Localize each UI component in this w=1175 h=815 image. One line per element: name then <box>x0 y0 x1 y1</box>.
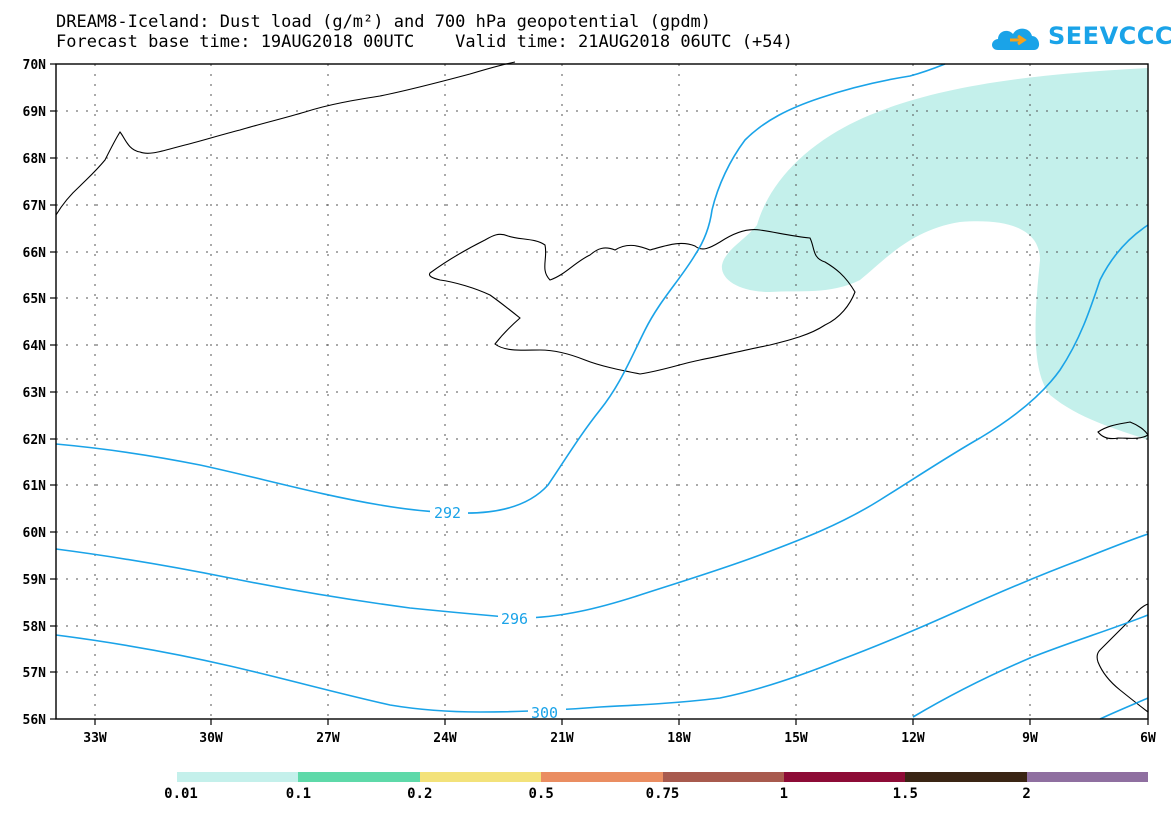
colorbar-segment <box>662 772 784 782</box>
seevccc-logo <box>992 28 1040 50</box>
colorbar-label: 0.75 <box>645 786 680 802</box>
lon-label: 27W <box>316 731 340 746</box>
lon-label: 30W <box>199 731 223 746</box>
colorbar-segment <box>541 772 663 782</box>
lat-label: 57N <box>23 666 47 681</box>
colorbar-segment <box>298 772 420 782</box>
tick-marks <box>50 63 1149 725</box>
map-subtitle: Forecast base time: 19AUG2018 00UTC Vali… <box>56 32 793 52</box>
colorbar-label: 0.5 <box>528 786 554 802</box>
contour-304 <box>912 614 1149 718</box>
colorbar-segment <box>783 772 906 782</box>
colorbar-label: 1.5 <box>892 786 918 802</box>
colorbar-label: 0.1 <box>285 786 312 802</box>
contour-label-300: 300 <box>531 704 558 722</box>
map-title: DREAM8-Iceland: Dust load (g/m²) and 700… <box>56 12 712 32</box>
lon-label: 9W <box>1022 731 1038 746</box>
lat-label: 67N <box>23 199 47 214</box>
lat-label: 70N <box>23 58 47 73</box>
greenland-coast <box>55 61 516 216</box>
lat-label: 62N <box>23 433 47 448</box>
lon-label: 21W <box>550 731 574 746</box>
contour-labels: 292 296 300 <box>430 503 566 722</box>
lon-label: 12W <box>901 731 925 746</box>
colorbar-label: 2 <box>1022 786 1031 802</box>
colorbar-segment <box>419 772 542 782</box>
lat-label: 64N <box>23 339 47 354</box>
contour-300 <box>55 533 1149 713</box>
scotland-coast <box>1096 603 1149 714</box>
lat-label: 61N <box>23 479 47 494</box>
lat-labels: 70N 69N 68N 67N 66N 65N 64N 63N 62N 61N … <box>23 58 47 728</box>
logo-text: SEEVCCC <box>1048 22 1173 50</box>
lon-label: 6W <box>1140 731 1156 746</box>
colorbar-label: 0.01 <box>164 786 198 802</box>
lon-labels: 33W 30W 27W 24W 21W 18W 15W 12W 9W 6W <box>83 731 1156 746</box>
lon-label: 18W <box>667 731 691 746</box>
contour-296 <box>55 224 1149 619</box>
colorbar-segment <box>905 772 1027 782</box>
lat-label: 58N <box>23 620 47 635</box>
contour-308 <box>1099 697 1149 720</box>
lat-label: 56N <box>23 713 47 728</box>
geopotential-contours <box>55 63 1149 720</box>
colorbar-segment <box>177 772 299 782</box>
lat-label: 59N <box>23 573 47 588</box>
lat-label: 60N <box>23 526 47 541</box>
lat-label: 69N <box>23 105 47 120</box>
lat-label: 65N <box>23 292 47 307</box>
contour-292 <box>55 63 946 514</box>
colorbar-label: 1 <box>779 786 789 802</box>
lat-label: 66N <box>23 246 47 261</box>
colorbar-segment <box>1026 772 1148 782</box>
contour-label-292: 292 <box>434 504 461 522</box>
lat-label: 63N <box>23 386 47 401</box>
dust-load-area <box>721 68 1148 440</box>
lat-label: 68N <box>23 152 47 167</box>
contour-label-296: 296 <box>501 610 528 628</box>
iceland-coast <box>428 228 856 375</box>
colorbar <box>177 772 1148 782</box>
lon-label: 33W <box>83 731 107 746</box>
lon-label: 24W <box>433 731 457 746</box>
colorbar-label: 0.2 <box>407 786 433 802</box>
lon-label: 15W <box>784 731 808 746</box>
